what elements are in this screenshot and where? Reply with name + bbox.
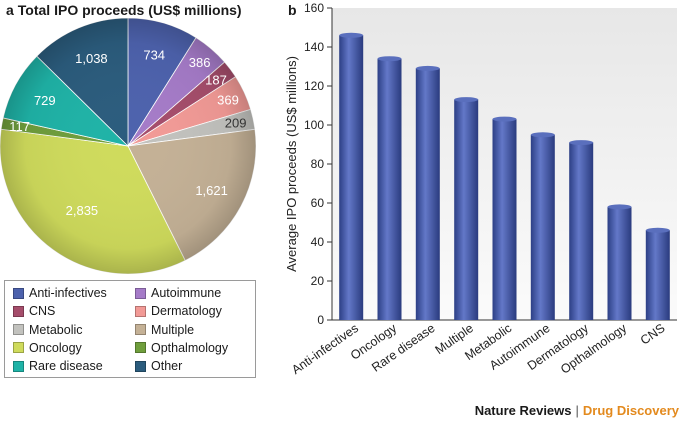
pie-label-oncology: 2,835 [66, 203, 99, 218]
legend-swatch-dermatology [135, 305, 146, 317]
bar-opthalmology [607, 206, 632, 320]
legend-label-anti-infectives: Anti-infectives [29, 286, 107, 300]
footer-separator: | [575, 403, 579, 418]
footer-journal: Nature Reviews [474, 403, 572, 418]
legend-swatch-rare-disease [13, 360, 24, 372]
legend-item-opthalmology: Opthalmology [135, 341, 228, 355]
legend-item-dermatology: Dermatology [135, 304, 222, 318]
bar-cap-dermatology [569, 140, 594, 146]
legend-item-anti-infectives: Anti-infectives [13, 286, 107, 300]
bar-multiple [454, 99, 479, 320]
footer-section: Drug Discovery [582, 403, 679, 418]
y-tick-label-100: 100 [304, 118, 324, 132]
legend-label-metabolic: Metabolic [29, 322, 83, 337]
x-tick-label-opthalmology: Opthalmology [558, 321, 630, 377]
footer-credit: Nature Reviews | Drug Discovery [475, 403, 679, 418]
pie-label-other: 1,038 [75, 51, 108, 66]
y-tick-label-140: 140 [304, 40, 324, 54]
legend-swatch-cns [13, 305, 24, 317]
legend-item-other: Other [135, 359, 182, 373]
pie-legend: Anti-infectives Autoimmune CNS Dermatology M… [4, 280, 256, 378]
y-tick-label-40: 40 [311, 235, 325, 249]
panel-b-letter: b [288, 2, 297, 18]
legend-swatch-opthalmology [135, 342, 146, 354]
y-axis-title: Average IPO proceeds (US$ millions) [284, 56, 299, 272]
legend-label-opthalmology: Opthalmology [151, 340, 229, 355]
bar-cap-metabolic [492, 116, 517, 122]
legend-item-autoimmune: Autoimmune [135, 286, 221, 300]
pie-label-multiple: 1,621 [195, 183, 228, 198]
y-tick-label-160: 160 [304, 1, 324, 15]
panel-a-title-text: Total IPO proceeds (US$ millions) [17, 2, 242, 18]
legend-swatch-other [135, 360, 146, 372]
bar-cap-multiple [454, 97, 479, 103]
legend-label-cns: CNS [29, 304, 56, 319]
bar-metabolic [492, 119, 517, 320]
bar-autoimmune [530, 134, 555, 321]
y-tick-label-60: 60 [311, 196, 325, 210]
bar-chart: 0 20 40 60 80 100 120 140 160 Average IPO proceed… [284, 1, 677, 377]
bar-anti-infectives [339, 35, 364, 321]
bar-cns [645, 230, 670, 320]
legend-label-autoimmune: Autoimmune [151, 286, 222, 300]
bar-oncology [377, 58, 402, 320]
pie-chart: 734 386 187 369 209 1,621 2,835 117 729 1,038 [0, 18, 257, 275]
bar-cap-oncology [377, 56, 402, 62]
bar-cap-cns [645, 227, 670, 233]
legend-item-multiple: Multiple [135, 323, 194, 337]
legend-item-metabolic: Metabolic [13, 323, 83, 337]
y-tick-label-120: 120 [304, 79, 324, 93]
x-tick-label-cns: CNS [638, 321, 668, 348]
bar-cap-rare-disease [415, 65, 440, 71]
legend-item-rare-disease: Rare disease [13, 359, 103, 373]
y-tick-label-0: 0 [317, 313, 324, 327]
panel-a-title: a Total IPO proceeds (US$ millions) [6, 2, 242, 18]
legend-label-rare-disease: Rare disease [29, 359, 103, 374]
pie-label-opthalmology: 117 [9, 119, 30, 134]
legend-label-dermatology: Dermatology [151, 304, 222, 319]
y-tick-label-20: 20 [311, 274, 325, 288]
legend-label-multiple: Multiple [151, 322, 195, 337]
bar-dermatology [569, 142, 594, 320]
pie-label-dermatology: 369 [217, 93, 239, 108]
pie-label-cns: 187 [205, 72, 227, 87]
pie-label-metabolic: 209 [225, 116, 247, 131]
pie-label-rare-disease: 729 [34, 93, 56, 108]
bar-rare-disease [415, 68, 440, 321]
legend-swatch-anti-infectives [13, 287, 24, 299]
legend-swatch-autoimmune [135, 287, 146, 299]
pie-label-autoimmune: 386 [189, 55, 211, 70]
bar-cap-opthalmology [607, 204, 632, 210]
legend-swatch-metabolic [13, 324, 24, 336]
pie-label-anti-infectives: 734 [143, 48, 165, 63]
panel-b-title: b [288, 2, 301, 18]
panel-a-letter: a [6, 2, 14, 18]
legend-label-oncology: Oncology [29, 340, 82, 355]
y-tick-label-80: 80 [311, 157, 325, 171]
legend-swatch-multiple [135, 324, 146, 336]
legend-swatch-oncology [13, 342, 24, 354]
bar-cap-anti-infectives [339, 32, 364, 38]
legend-label-other: Other [151, 359, 183, 374]
legend-item-cns: CNS [13, 304, 55, 318]
bar-cap-autoimmune [530, 132, 555, 138]
legend-item-oncology: Oncology [13, 341, 82, 355]
